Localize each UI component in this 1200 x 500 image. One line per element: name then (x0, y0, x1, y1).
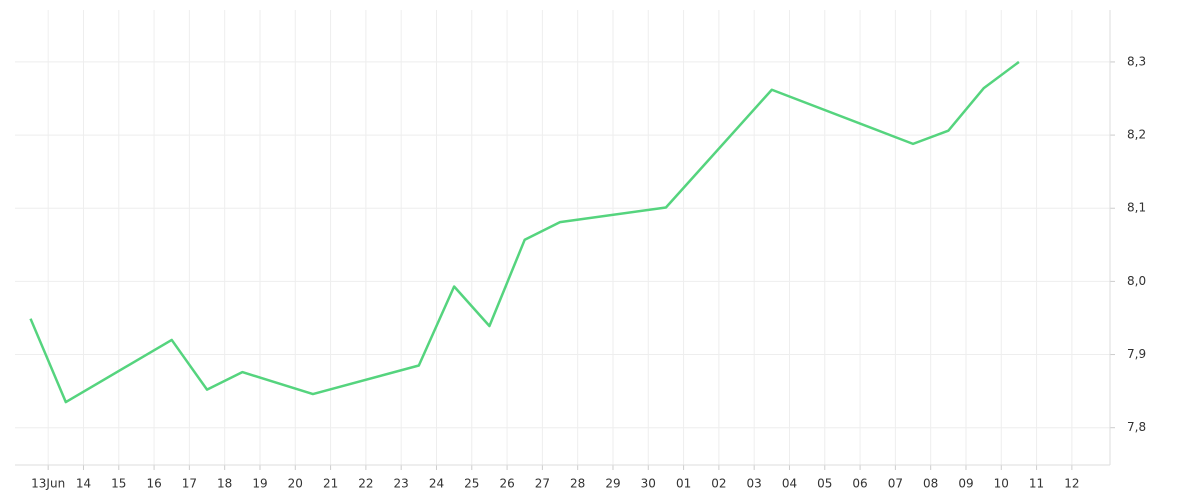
x-tick-label: 15 (111, 477, 126, 491)
y-tick-label: 8,1 (1127, 201, 1146, 215)
x-tick-label: 06 (852, 477, 867, 491)
x-tick-label: 13Jun (31, 477, 65, 491)
x-tick-label: 12 (1064, 477, 1079, 491)
x-tick-label: 25 (464, 477, 479, 491)
x-tick-label: 27 (535, 477, 550, 491)
x-tick-label: 22 (358, 477, 373, 491)
x-tick-label: 18 (217, 477, 232, 491)
y-tick-label: 7,8 (1127, 420, 1146, 434)
x-tick-label: 29 (605, 477, 620, 491)
x-tick-label: 04 (782, 477, 797, 491)
y-tick-label: 8,3 (1127, 54, 1146, 68)
x-tick-label: 23 (394, 477, 409, 491)
x-tick-label: 30 (641, 477, 656, 491)
y-tick-label: 8,0 (1127, 274, 1146, 288)
x-tick-label: 17 (182, 477, 197, 491)
x-tick-label: 03 (747, 477, 762, 491)
x-tick-label: 08 (923, 477, 938, 491)
x-tick-label: 14 (76, 477, 91, 491)
x-tick-label: 16 (146, 477, 161, 491)
x-tick-label: 01 (676, 477, 691, 491)
x-tick-label: 02 (711, 477, 726, 491)
x-tick-label: 21 (323, 477, 338, 491)
x-tick-label: 20 (288, 477, 303, 491)
y-tick-label: 7,9 (1127, 347, 1146, 361)
x-tick-label: 26 (499, 477, 514, 491)
x-tick-label: 24 (429, 477, 444, 491)
x-tick-label: 28 (570, 477, 585, 491)
x-tick-label: 11 (1029, 477, 1044, 491)
x-tick-label: 19 (252, 477, 267, 491)
x-tick-label: 05 (817, 477, 832, 491)
x-tick-label: 09 (958, 477, 973, 491)
line (29, 60, 1020, 404)
x-tick-label: 07 (888, 477, 903, 491)
x-tick-label: 10 (994, 477, 1009, 491)
y-tick-label: 8,2 (1127, 128, 1146, 142)
